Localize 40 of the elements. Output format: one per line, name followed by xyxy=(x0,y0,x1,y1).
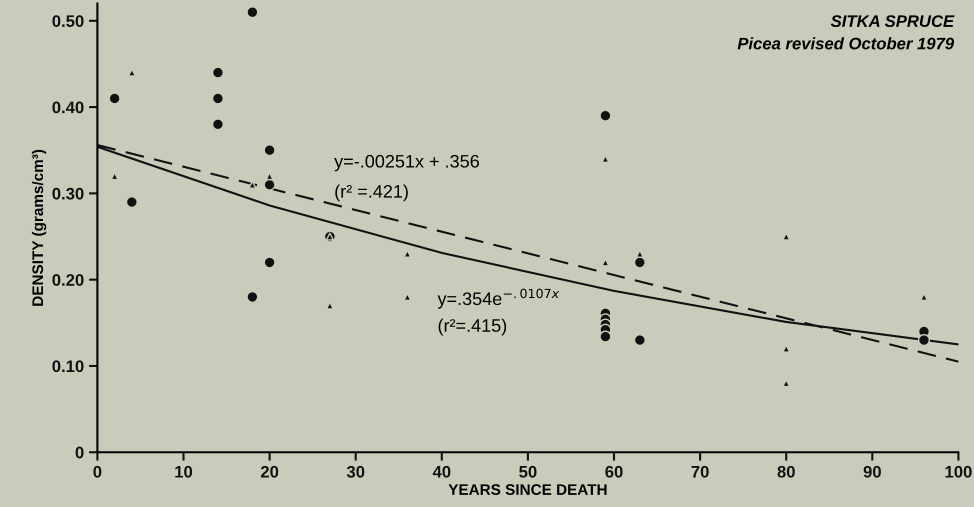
point xyxy=(246,290,258,303)
point xyxy=(246,6,258,18)
point xyxy=(108,92,121,105)
x-tick-label: 20 xyxy=(260,466,278,478)
x-tick-label: 50 xyxy=(519,466,536,478)
point xyxy=(264,256,276,268)
annotation: (r² =.421) xyxy=(335,184,408,202)
y-tick-label: 0 xyxy=(76,446,84,458)
x-tick-label: 90 xyxy=(864,466,881,478)
x-tick-label: 0 xyxy=(93,466,102,478)
annotation: y=.354e$^{−.0107x}$ xyxy=(438,288,560,309)
point xyxy=(264,144,276,156)
point xyxy=(599,110,612,122)
text: SITKA SPRUCE xyxy=(830,15,955,28)
point xyxy=(212,92,224,105)
y-tick-label: 0.50 xyxy=(52,15,84,28)
point xyxy=(634,334,646,346)
text: Picea revised October 1979 xyxy=(738,37,954,50)
x-tick-label: 80 xyxy=(777,466,795,478)
point xyxy=(634,256,646,268)
x-tick-label: 100 xyxy=(946,466,972,478)
point xyxy=(918,334,930,346)
point xyxy=(264,178,276,191)
x-tick-label: 30 xyxy=(346,466,364,478)
point xyxy=(212,66,224,79)
y-axis-title: DENSITY (grams/cm³) xyxy=(32,150,46,306)
x-tick-label: 70 xyxy=(692,466,709,478)
point xyxy=(212,118,224,130)
y-tick-label: 0.10 xyxy=(52,360,84,372)
point xyxy=(126,196,138,208)
y-tick-label: 0.20 xyxy=(52,274,84,286)
x-tick-label: 60 xyxy=(605,466,623,478)
y-tick-label: 0.40 xyxy=(52,101,84,114)
point xyxy=(599,330,612,343)
annotation: (r²=.415) xyxy=(438,318,506,336)
annotation: y=-.00251x + .356 xyxy=(334,154,479,172)
y-tick-label: 0.30 xyxy=(52,188,84,200)
x-tick-label: 10 xyxy=(175,466,192,478)
x-tick-label: 40 xyxy=(432,466,450,478)
x-axis-title: YEARS SINCE DEATH xyxy=(448,484,607,495)
